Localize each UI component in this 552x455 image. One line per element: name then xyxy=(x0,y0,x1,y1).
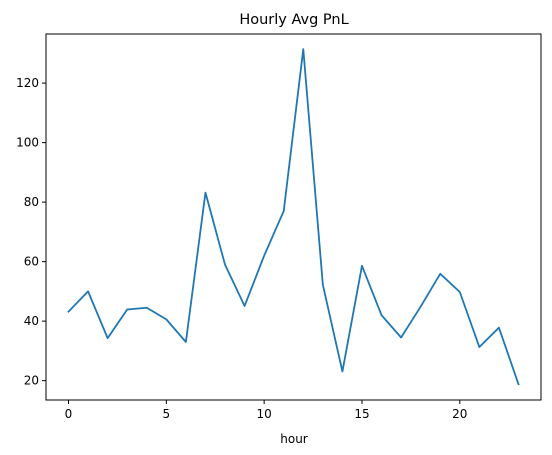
x-axis-label: hour xyxy=(280,432,308,446)
x-tick-label: 20 xyxy=(452,407,467,421)
x-tick-label: 0 xyxy=(65,407,73,421)
y-tick-label: 40 xyxy=(24,314,39,328)
series-layer xyxy=(67,48,520,386)
x-tick-label: 5 xyxy=(163,407,171,421)
plot-frame xyxy=(45,33,542,401)
y-tick-label: 120 xyxy=(16,76,39,90)
y-tick-label: 100 xyxy=(16,136,39,150)
x-tick-label: 15 xyxy=(354,407,369,421)
y-axis-ticks: 20 40 60 80 100 120 xyxy=(16,76,46,388)
y-tick-label: 80 xyxy=(24,195,39,209)
chart-title: Hourly Avg PnL xyxy=(239,12,348,28)
y-tick-label: 20 xyxy=(24,374,39,388)
series-line xyxy=(67,48,520,386)
x-tick-label: 10 xyxy=(257,407,272,421)
y-tick-label: 60 xyxy=(24,255,39,269)
x-axis-ticks: 0 5 10 15 20 xyxy=(65,400,467,421)
